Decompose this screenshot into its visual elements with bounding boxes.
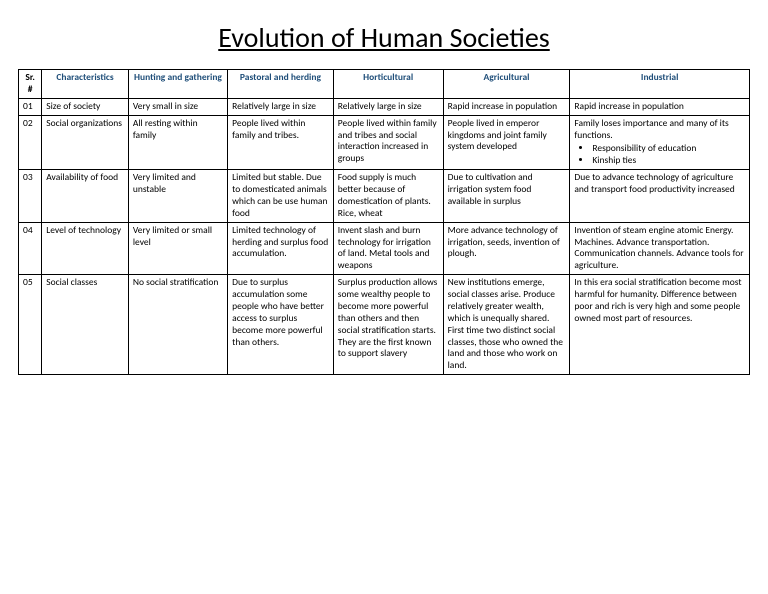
col-pastoral: Pastoral and herding	[228, 70, 334, 99]
cell-hunting: All resting within family	[128, 115, 227, 170]
table-row: 02 Social organizations All resting with…	[19, 115, 750, 170]
cell-industrial: Family loses importance and many of its …	[570, 115, 750, 170]
cell-hunting: Very limited and unstable	[128, 170, 227, 223]
cell-hunting: Very limited or small level	[128, 222, 227, 275]
cell-characteristic: Social organizations	[42, 115, 129, 170]
cell-sr: 02	[19, 115, 42, 170]
cell-horticultural: People lived within family and tribes an…	[333, 115, 443, 170]
col-characteristics: Characteristics	[42, 70, 129, 99]
cell-horticultural: Invent slash and burn technology for irr…	[333, 222, 443, 275]
cell-pastoral: People lived within family and tribes.	[228, 115, 334, 170]
cell-characteristic: Availability of food	[42, 170, 129, 223]
col-horticultural: Horticultural	[333, 70, 443, 99]
cell-horticultural: Food supply is much better because of do…	[333, 170, 443, 223]
cell-agricultural: New institutions emerge, social classes …	[443, 275, 570, 375]
table-row: 05 Social classes No social stratificati…	[19, 275, 750, 375]
cell-characteristic: Level of technology	[42, 222, 129, 275]
cell-industrial-text: Family loses importance and many of its …	[574, 117, 728, 141]
cell-agricultural: Rapid increase in population	[443, 98, 570, 115]
bullet-item: Kinship ties	[592, 155, 745, 167]
table-row: 04 Level of technology Very limited or s…	[19, 222, 750, 275]
table-row: 03 Availability of food Very limited and…	[19, 170, 750, 223]
table-row: 01 Size of society Very small in size Re…	[19, 98, 750, 115]
cell-industrial: Rapid increase in population	[570, 98, 750, 115]
cell-industrial: Due to advance technology of agriculture…	[570, 170, 750, 223]
col-industrial: Industrial	[570, 70, 750, 99]
cell-agricultural: Due to cultivation and irrigation system…	[443, 170, 570, 223]
cell-horticultural: Relatively large in size	[333, 98, 443, 115]
cell-characteristic: Social classes	[42, 275, 129, 375]
cell-pastoral: Limited technology of herding and surplu…	[228, 222, 334, 275]
cell-hunting: Very small in size	[128, 98, 227, 115]
header-row: Sr. # Characteristics Hunting and gather…	[19, 70, 750, 99]
cell-sr: 01	[19, 98, 42, 115]
cell-sr: 05	[19, 275, 42, 375]
cell-sr: 04	[19, 222, 42, 275]
col-agricultural: Agricultural	[443, 70, 570, 99]
page-title: Evolution of Human Societies	[18, 20, 750, 55]
cell-industrial: In this era social stratification become…	[570, 275, 750, 375]
industrial-bullets: Responsibility of education Kinship ties	[574, 143, 745, 167]
societies-table: Sr. # Characteristics Hunting and gather…	[18, 69, 750, 375]
cell-pastoral: Due to surplus accumulation some people …	[228, 275, 334, 375]
cell-characteristic: Size of society	[42, 98, 129, 115]
cell-agricultural: More advance technology of irrigation, s…	[443, 222, 570, 275]
col-hunting: Hunting and gathering	[128, 70, 227, 99]
cell-sr: 03	[19, 170, 42, 223]
cell-pastoral: Limited but stable. Due to domesticated …	[228, 170, 334, 223]
cell-horticultural: Surplus production allows some wealthy p…	[333, 275, 443, 375]
col-sr: Sr. #	[19, 70, 42, 99]
cell-agricultural: People lived in emperor kingdoms and joi…	[443, 115, 570, 170]
cell-industrial: Invention of steam engine atomic Energy.…	[570, 222, 750, 275]
cell-pastoral: Relatively large in size	[228, 98, 334, 115]
cell-hunting: No social stratification	[128, 275, 227, 375]
